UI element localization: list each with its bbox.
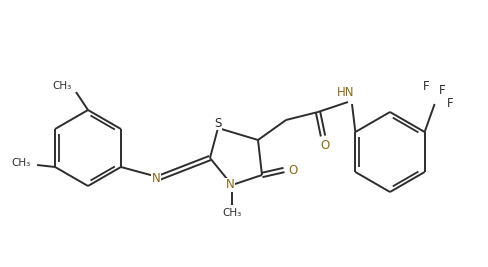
Text: O: O [320,139,329,151]
Text: CH₃: CH₃ [222,208,241,218]
Text: CH₃: CH₃ [53,81,72,91]
Text: HN: HN [337,85,354,99]
Text: N: N [151,172,160,186]
Text: O: O [288,163,297,176]
Text: CH₃: CH₃ [12,158,31,168]
Text: S: S [214,116,221,129]
Text: F: F [438,84,445,96]
Text: F: F [447,96,453,109]
Text: F: F [423,80,429,92]
Text: N: N [225,179,234,191]
